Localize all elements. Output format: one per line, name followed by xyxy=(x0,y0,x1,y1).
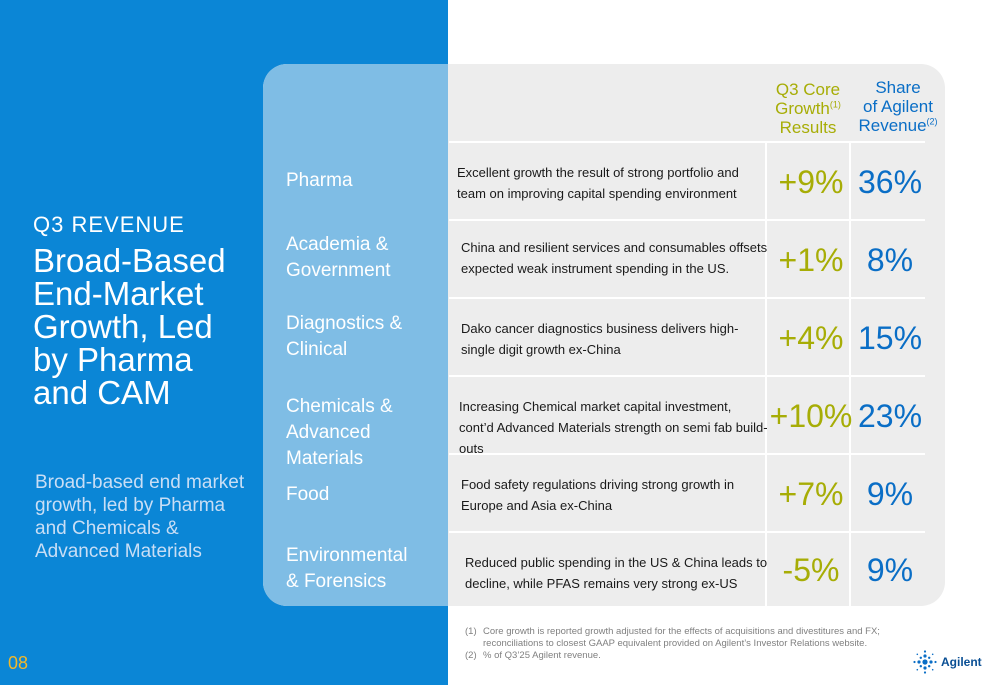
segment-column xyxy=(263,64,448,606)
title-line: and CAM xyxy=(33,374,171,411)
segment-label: Pharma xyxy=(286,170,353,191)
title-line: by Pharma xyxy=(33,341,193,378)
segment-label: Food xyxy=(286,484,330,505)
growth-value: -5% xyxy=(782,552,840,588)
share-value: 15% xyxy=(857,320,923,356)
share-value: 9% xyxy=(866,476,914,512)
table-row: Chemicals & Advanced Materials Increasin… xyxy=(0,376,1000,469)
header-core-growth: Q3 Core Growth(1) Results xyxy=(766,80,850,137)
segment-description: Reduced public spending in the US & Chin… xyxy=(465,555,768,591)
header-text: Share xyxy=(875,78,921,97)
title-line: End-Market xyxy=(33,275,204,312)
footnote: (2) % of Q3’25 Agilent revenue. xyxy=(465,650,905,662)
segment-label: Academia & Government xyxy=(286,234,391,281)
row-divider xyxy=(449,375,925,377)
footnote-mark: (2) xyxy=(465,650,477,661)
row-divider xyxy=(449,219,925,221)
share-value: 23% xyxy=(857,398,923,434)
growth-value: +7% xyxy=(778,476,844,512)
footnote-ref: (2) xyxy=(926,116,938,127)
segment-label: Chemicals & Advanced Materials xyxy=(286,396,393,469)
table-row: Academia & Government China and resilien… xyxy=(0,220,1000,298)
growth-value: +9% xyxy=(778,164,844,200)
row-divider xyxy=(449,141,925,143)
column-divider xyxy=(849,142,851,606)
segment-label: Environmental & Forensics xyxy=(286,545,408,592)
row-divider xyxy=(449,531,925,533)
segment-label: Diagnostics & Clinical xyxy=(286,313,403,360)
spark-icon xyxy=(913,650,937,674)
header-text: Revenue(2) xyxy=(858,116,938,135)
segment-description: Food safety regulations driving strong g… xyxy=(461,477,735,513)
segment-description: Excellent growth the result of strong po… xyxy=(457,165,739,201)
logo-text: Agilent xyxy=(941,655,982,669)
footnotes: (1) Core growth is reported growth adjus… xyxy=(465,626,905,662)
section-kicker: Q3 REVENUE xyxy=(33,212,185,237)
footnote-text: % of Q3’25 Agilent revenue. xyxy=(483,650,601,661)
table-row: Environmental & Forensics Reduced public… xyxy=(0,532,1000,610)
share-value: 36% xyxy=(857,164,923,200)
share-value: 9% xyxy=(866,552,914,588)
segment-description: Dako cancer diagnostics business deliver… xyxy=(461,321,739,357)
page-number: 08 xyxy=(8,653,29,673)
title-line: Broad-Based xyxy=(33,242,226,279)
footnote: (1) Core growth is reported growth adjus… xyxy=(465,626,905,650)
summary-text: Broad-based end market growth, led by Ph… xyxy=(35,472,245,562)
title-line: Growth, Led xyxy=(33,308,213,345)
header-text: Results xyxy=(779,118,837,137)
segment-description: Increasing Chemical market capital inves… xyxy=(459,399,768,456)
row-divider xyxy=(449,297,925,299)
table-row: Diagnostics & Clinical Dako cancer diagn… xyxy=(0,298,1000,376)
header-text: Q3 Core xyxy=(775,80,841,99)
agilent-logo: Agilent xyxy=(912,649,982,675)
footnote-text: Core growth is reported growth adjusted … xyxy=(483,626,880,649)
row-divider xyxy=(449,453,925,455)
table-row: Food Food safety regulations driving str… xyxy=(0,454,1000,532)
page-title: Broad-Based End-Market Growth, Led by Ph… xyxy=(33,244,233,409)
header-text: Growth(1) xyxy=(775,99,841,118)
column-divider xyxy=(765,142,767,606)
segment-description: China and resilient services and consuma… xyxy=(461,240,768,276)
growth-value: +1% xyxy=(778,242,844,278)
table-row: Pharma Excellent growth the result of st… xyxy=(0,142,1000,220)
growth-value: +4% xyxy=(778,320,844,356)
growth-value: +10% xyxy=(769,398,853,434)
header-share-revenue: Share of Agilent Revenue(2) xyxy=(850,78,946,135)
share-value: 8% xyxy=(866,242,914,278)
footnote-mark: (1) xyxy=(465,626,477,637)
header-text: of Agilent xyxy=(863,97,933,116)
footnote-ref: (1) xyxy=(829,99,841,110)
